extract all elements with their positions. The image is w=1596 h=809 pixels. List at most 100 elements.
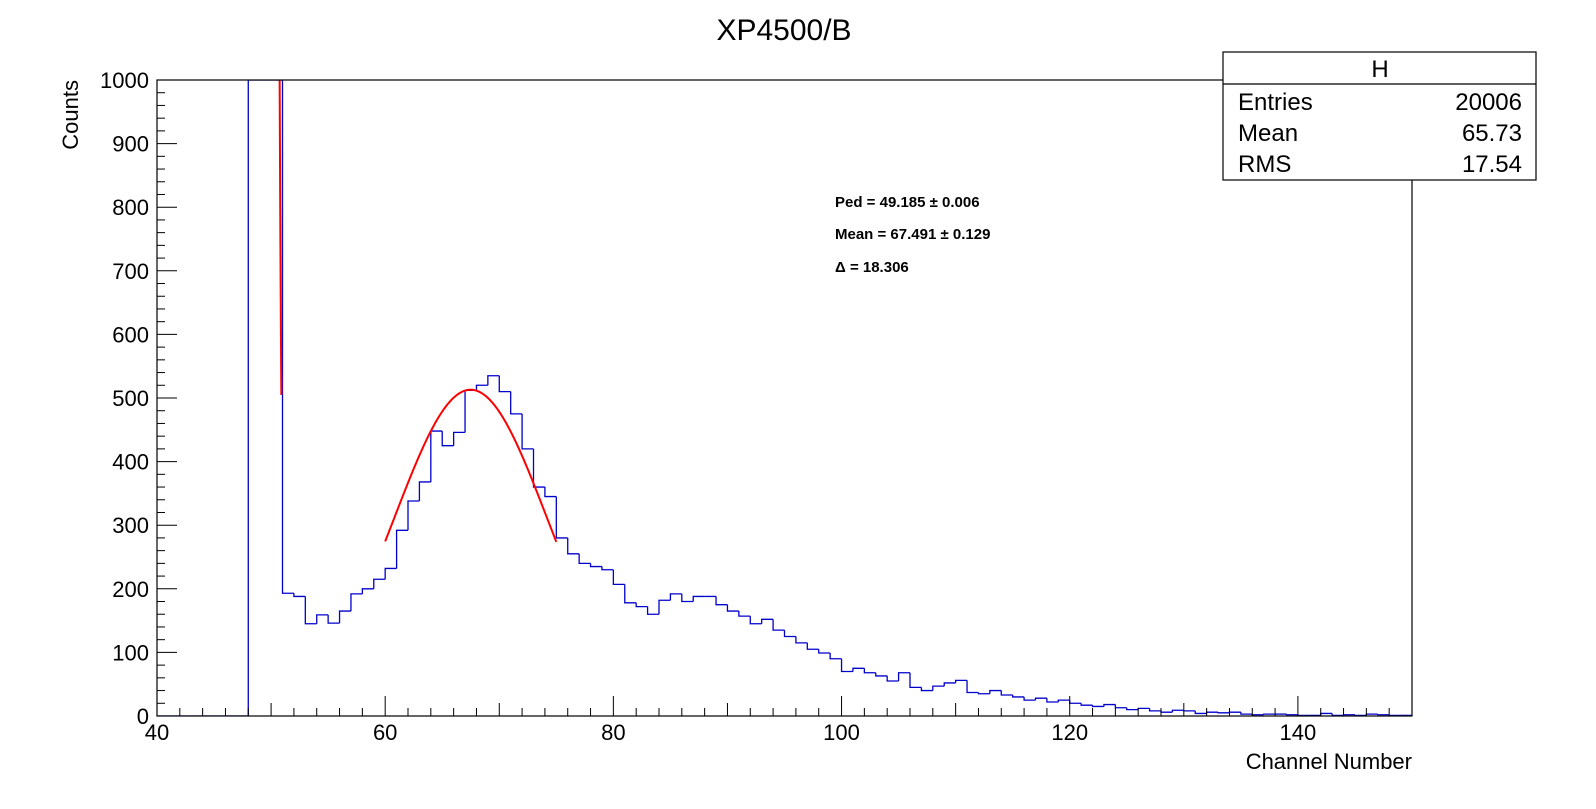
- histogram-bin: [395, 529, 408, 569]
- histogram-bin: [806, 642, 819, 650]
- annotation-delta: Δ = 18.306: [835, 259, 909, 276]
- histogram-bin: [1091, 705, 1104, 708]
- histogram-bin: [498, 375, 511, 393]
- plot-area: [157, 80, 1412, 716]
- histogram-bin: [1354, 714, 1367, 716]
- x-axis: 40 60 80 100 120 140: [145, 696, 1413, 745]
- stats-box: H Entries 20006 Mean 65.73 RMS 17.54: [1222, 51, 1537, 181]
- annotation-pedestal: Ped = 49.185 ± 0.006: [835, 194, 980, 211]
- stats-entries-value: 20006: [1455, 89, 1522, 116]
- pedestal-fit: [278, 80, 283, 396]
- histogram-bin: [1331, 713, 1344, 716]
- histogram-bin: [909, 672, 922, 689]
- histogram-bin: [532, 448, 545, 488]
- histogram-bin: [1297, 714, 1310, 716]
- histogram-bin: [726, 604, 739, 612]
- histogram-bin: [578, 553, 591, 565]
- histogram-bin: [1126, 707, 1139, 711]
- histogram-bin: [818, 649, 831, 654]
- x-tick-label: 120: [1051, 720, 1088, 745]
- histogram-bin: [418, 481, 431, 502]
- stats-entries-label: Entries: [1238, 89, 1313, 116]
- annotation-mean: Mean = 67.491 ± 0.129: [835, 226, 990, 243]
- x-tick-label: 40: [145, 720, 169, 745]
- histogram-bin: [977, 692, 990, 695]
- x-tick-label: 140: [1280, 720, 1317, 745]
- histogram-bin: [681, 593, 694, 603]
- y-tick-label: 500: [112, 386, 149, 411]
- histogram-bin: [783, 630, 796, 638]
- y-tick-label: 600: [112, 322, 149, 347]
- histogram-bin: [1034, 697, 1047, 701]
- histogram-bin: [1160, 710, 1173, 713]
- histogram-bin: [361, 588, 374, 594]
- histogram-bin: [875, 672, 888, 677]
- y-tick-label: 100: [112, 640, 149, 665]
- histogram-bin: [624, 584, 637, 604]
- histogram-bin: [1000, 690, 1013, 696]
- histogram-bin: [612, 569, 625, 585]
- histogram-bin: [646, 606, 659, 615]
- histogram-bin: [761, 618, 774, 624]
- histogram-bin: [1148, 708, 1161, 712]
- stats-box-frame: [1222, 51, 1537, 181]
- histogram-bin: [669, 593, 682, 601]
- histogram-bin: [1377, 714, 1390, 716]
- stats-rms-label: RMS: [1238, 151, 1291, 178]
- stats-rms-value: 17.54: [1462, 151, 1522, 178]
- histogram-bin: [407, 500, 420, 531]
- fit-annotations: Ped = 49.185 ± 0.006 Mean = 67.491 ± 0.1…: [835, 194, 990, 276]
- histogram-bin: [464, 389, 477, 433]
- stats-mean-label: Mean: [1238, 120, 1298, 147]
- histogram-bin: [1057, 699, 1070, 703]
- histogram-bin: [1023, 696, 1036, 701]
- histogram-bin: [772, 619, 785, 631]
- histogram-bin: [293, 593, 306, 598]
- histogram-bin: [373, 578, 386, 589]
- histogram-bin: [327, 614, 340, 624]
- histogram-bin: [452, 431, 466, 446]
- histogram-bin: [1183, 710, 1196, 712]
- histogram-bin: [1012, 695, 1025, 698]
- histogram-bin: [886, 675, 899, 682]
- histogram-bin: [840, 658, 853, 673]
- y-tick-label: 200: [112, 577, 149, 602]
- histogram-bin: [510, 391, 523, 415]
- histogram-bin: [749, 616, 762, 625]
- histogram-bin: [1137, 707, 1150, 710]
- histogram-bin: [430, 430, 443, 482]
- histogram-bin: [1217, 712, 1230, 714]
- stats-mean-value: 65.73: [1462, 120, 1522, 147]
- histogram-bin: [304, 596, 317, 625]
- histogram-bin: [247, 80, 260, 716]
- histogram-bin: [1205, 711, 1219, 714]
- histogram-bin: [943, 682, 956, 687]
- histogram-bin: [601, 566, 614, 571]
- y-tick-label: 700: [112, 259, 149, 284]
- histogram-bin: [589, 563, 602, 568]
- histogram-bin: [350, 593, 363, 612]
- histogram-bin: [1320, 712, 1333, 716]
- histogram-bin: [863, 668, 876, 674]
- histogram-bin: [635, 602, 648, 608]
- histogram-bin: [1171, 709, 1184, 713]
- y-tick-label: 800: [112, 195, 149, 220]
- x-tick-label: 60: [373, 720, 397, 745]
- stats-box-title: H: [1371, 56, 1388, 83]
- histogram-bin: [1365, 713, 1378, 716]
- y-tick-label: 1000: [100, 68, 149, 93]
- histogram-bin: [1240, 712, 1253, 715]
- x-axis-title: Channel Number: [1246, 749, 1412, 774]
- fit-layer: [278, 80, 558, 543]
- y-axis: 0 100 200 300 400 500 600 700 800 900 1000: [100, 68, 177, 729]
- y-axis-title: Counts: [58, 80, 83, 150]
- y-tick-label: 0: [137, 704, 149, 729]
- y-tick-label: 900: [112, 132, 149, 157]
- histogram-bin: [795, 636, 808, 644]
- histogram-bin: [316, 614, 329, 624]
- histogram-bin: [989, 689, 1002, 694]
- histogram-bin: [384, 567, 397, 580]
- x-tick-label: 100: [823, 720, 860, 745]
- histogram-bin: [521, 413, 534, 450]
